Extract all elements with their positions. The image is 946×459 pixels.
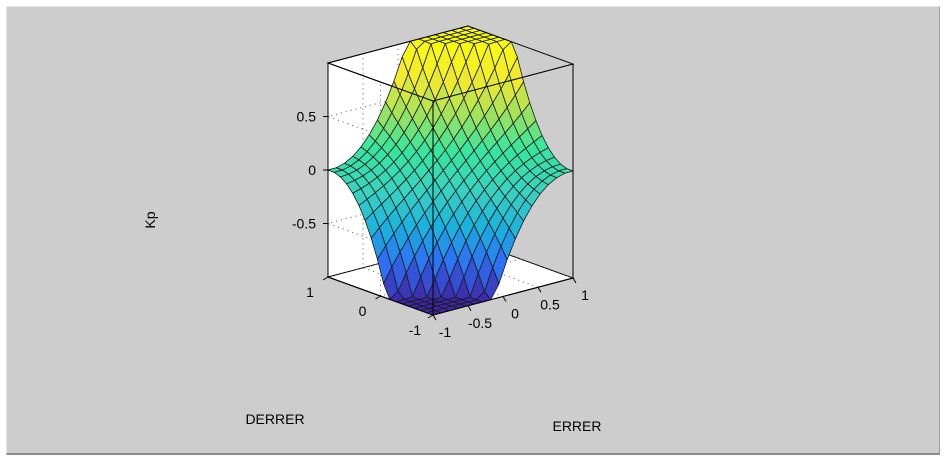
x-tick-label: -0.5: [468, 315, 492, 331]
x-tick-label: -1: [439, 324, 452, 340]
y-tick-label: 1: [306, 284, 314, 300]
x-tick-mark: [537, 286, 542, 293]
x-tick-label: 0.5: [540, 296, 560, 312]
x-tick-mark: [467, 305, 472, 312]
z-axis-title: Kp: [142, 211, 158, 228]
y-axis-title: DERRER: [245, 411, 304, 427]
figure-panel: -1 -0.5 0 0.5 1 -1 0 1 -0.5 0 0.5 ERRER DERRER Kp: [6, 6, 940, 455]
surface-plot: -1 -0.5 0 0.5 1 -1 0 1 -0.5 0 0.5 ERRER DERRER Kp: [142, 25, 602, 434]
axis-ticks: -1 -0.5 0 0.5 1 -1 0 1 -0.5 0 0.5: [292, 109, 589, 341]
top-frame: [326, 25, 575, 102]
x-tick-mark: [432, 314, 437, 321]
y-tick-mark: [375, 295, 381, 300]
x-tick-mark: [572, 277, 577, 284]
y-tick-label: 0: [359, 303, 367, 319]
x-tick-label: 1: [581, 287, 589, 303]
y-tick-mark: [322, 276, 329, 281]
z-tick-label: 0.5: [297, 109, 317, 125]
z-tick-label: 0: [308, 162, 316, 178]
y-tick-label: -1: [409, 322, 422, 338]
x-axis-title: ERRER: [552, 418, 601, 434]
y-tick-mark: [427, 314, 434, 319]
x-tick-label: 0: [511, 306, 519, 322]
x-tick-mark: [502, 296, 507, 302]
z-tick-label: -0.5: [292, 216, 316, 232]
